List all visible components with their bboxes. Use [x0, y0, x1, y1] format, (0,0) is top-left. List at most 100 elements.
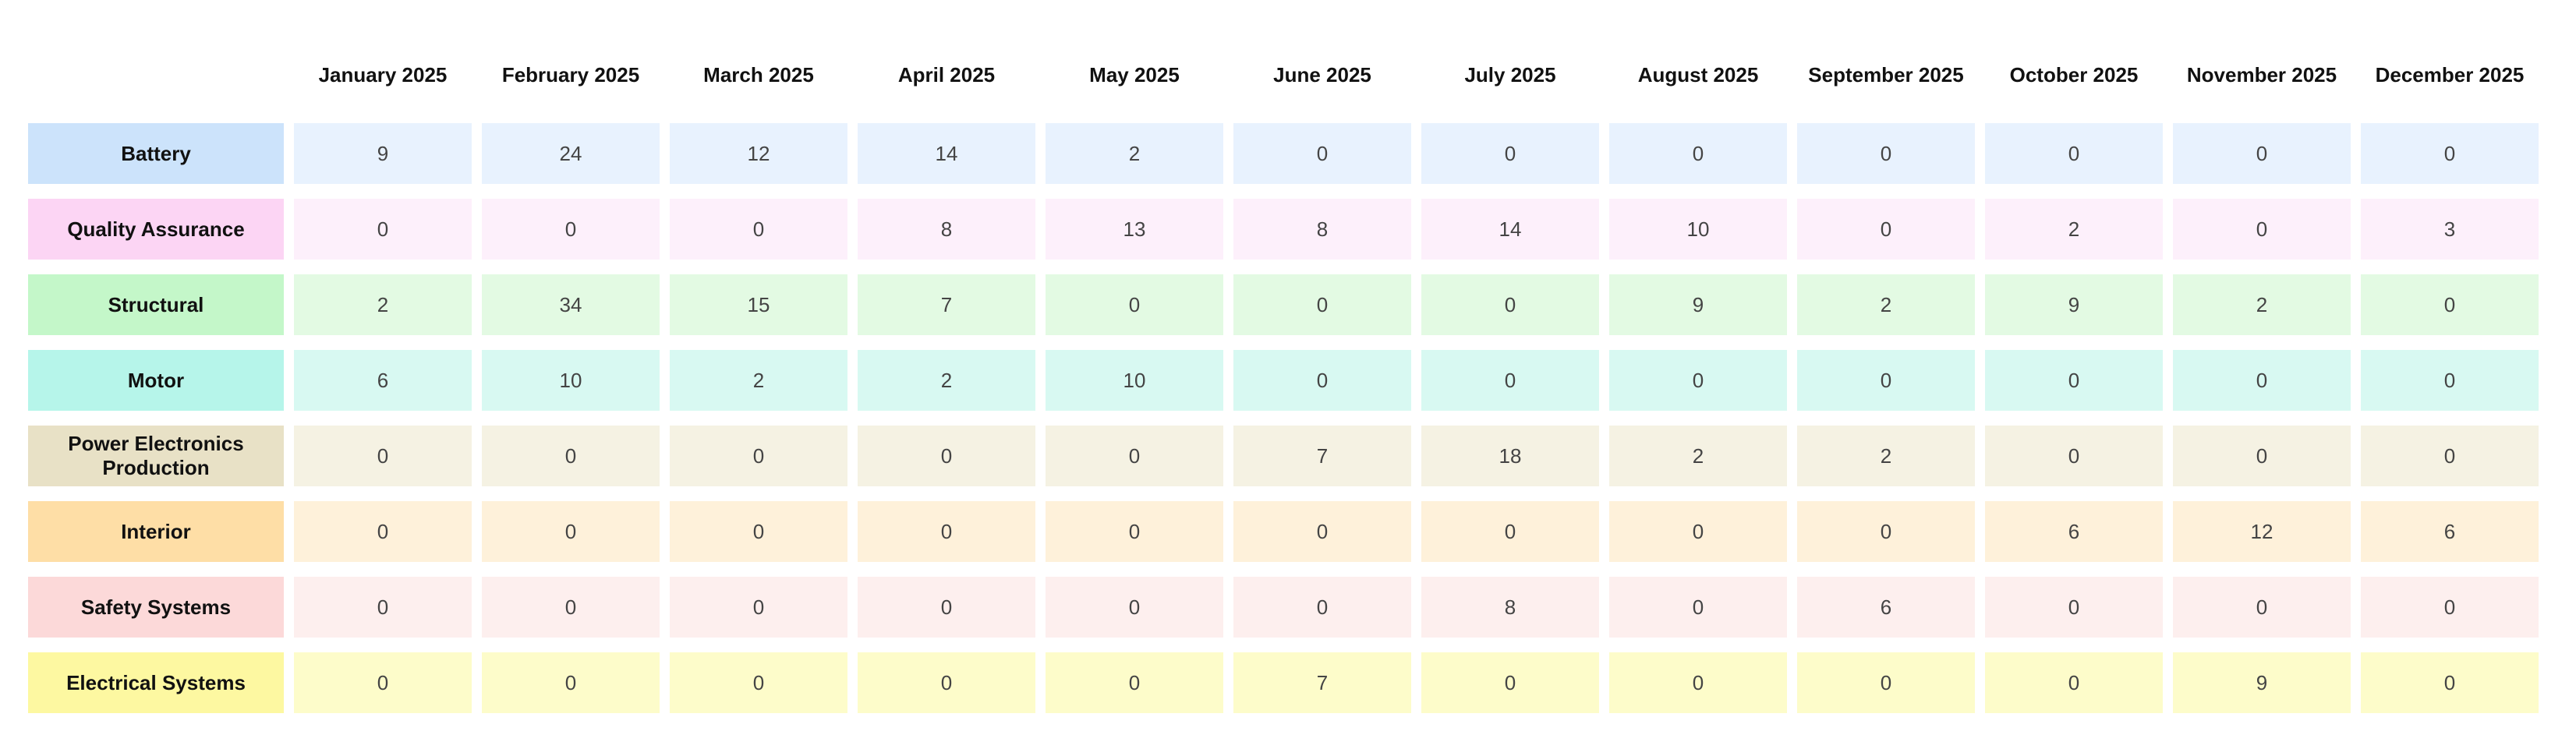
month-header: March 2025: [703, 63, 814, 87]
heatmap-cell: 7: [858, 274, 1035, 335]
month-header: October 2025: [2009, 63, 2139, 87]
heatmap-cell: 0: [1797, 652, 1975, 713]
heatmap-cell: 2: [858, 350, 1035, 411]
month-header: April 2025: [897, 63, 996, 87]
heatmap-cell: 6: [1797, 577, 1975, 638]
heatmap-cell: 0: [858, 577, 1035, 638]
heatmap-cell: 0: [2361, 577, 2539, 638]
heatmap-cell: 2: [1046, 123, 1223, 184]
heatmap-cell: 0: [482, 577, 660, 638]
heatmap-cell: 9: [2173, 652, 2351, 713]
heatmap-cell: 2: [1609, 426, 1787, 486]
heatmap-cell: 0: [2173, 199, 2351, 260]
heatmap-cell: 0: [1233, 577, 1411, 638]
row-label: Motor: [28, 350, 284, 411]
heatmap-cell: 0: [670, 501, 847, 562]
month-header: June 2025: [1273, 63, 1371, 87]
heatmap-cell: 0: [1421, 123, 1599, 184]
heatmap-cell: 0: [294, 577, 472, 638]
heatmap-cell: 24: [482, 123, 660, 184]
heatmap-cell: 0: [294, 426, 472, 486]
heatmap-cell: 0: [1985, 652, 2163, 713]
heatmap-cell: 13: [1046, 199, 1223, 260]
heatmap-cell: 2: [670, 350, 847, 411]
heatmap-cell: 3: [2361, 199, 2539, 260]
heatmap-cell: 0: [1609, 577, 1787, 638]
heatmap-cell: 8: [858, 199, 1035, 260]
heatmap-cell: 0: [294, 501, 472, 562]
heatmap-cell: 8: [1421, 577, 1599, 638]
heatmap-cell: 0: [1797, 199, 1975, 260]
heatmap-cell: 9: [1609, 274, 1787, 335]
heatmap-cell: 14: [858, 123, 1035, 184]
heatmap-cell: 0: [858, 501, 1035, 562]
heatmap-cell: 0: [670, 199, 847, 260]
heatmap-cell: 0: [1797, 350, 1975, 411]
heatmap-cell: 0: [670, 577, 847, 638]
heatmap-cell: 0: [670, 652, 847, 713]
heatmap-cell: 0: [1421, 274, 1599, 335]
heatmap-cell: 0: [2361, 123, 2539, 184]
heatmap-cell: 10: [482, 350, 660, 411]
heatmap-cell: 0: [1046, 274, 1223, 335]
heatmap-cell: 6: [1985, 501, 2163, 562]
heatmap-cell: 6: [2361, 501, 2539, 562]
heatmap-cell: 2: [1797, 426, 1975, 486]
heatmap-cell: 0: [1985, 123, 2163, 184]
heatmap-cell: 12: [670, 123, 847, 184]
heatmap-cell: 0: [2173, 123, 2351, 184]
heatmap-cell: 15: [670, 274, 847, 335]
heatmap-cell: 7: [1233, 652, 1411, 713]
row-label: Interior: [28, 501, 284, 562]
heatmap-cell: 0: [1985, 426, 2163, 486]
heatmap-cell: 0: [1233, 350, 1411, 411]
month-header: May 2025: [1089, 63, 1180, 87]
heatmap-cell: 9: [1985, 274, 2163, 335]
heatmap-cell: 0: [2361, 426, 2539, 486]
month-header: December 2025: [2375, 63, 2525, 87]
row-label: Battery: [28, 123, 284, 184]
heatmap-cell: 0: [294, 652, 472, 713]
heatmap-cell: 0: [670, 426, 847, 486]
heatmap-cell: 0: [2361, 274, 2539, 335]
heatmap-cell: 2: [2173, 274, 2351, 335]
heatmap-cell: 0: [1233, 501, 1411, 562]
heatmap-cell: 6: [294, 350, 472, 411]
heatmap-cell: 9: [294, 123, 472, 184]
heatmap-cell: 10: [1609, 199, 1787, 260]
heatmap-cell: 0: [1046, 501, 1223, 562]
heatmap-cell: 0: [2361, 350, 2539, 411]
heatmap-cell: 0: [1421, 350, 1599, 411]
heatmap-cell: 0: [1797, 123, 1975, 184]
heatmap-cell: 12: [2173, 501, 2351, 562]
heatmap-cell: 0: [1421, 501, 1599, 562]
month-header: September 2025: [1808, 63, 1964, 87]
heatmap-cell: 0: [1609, 652, 1787, 713]
heatmap-cell: 0: [482, 426, 660, 486]
heatmap-cell: 0: [2173, 350, 2351, 411]
month-header: February 2025: [501, 63, 640, 87]
heatmap-cell: 0: [2173, 426, 2351, 486]
heatmap-cell: 0: [1046, 652, 1223, 713]
row-label: Power Electronics Production: [28, 426, 284, 486]
heatmap-cell: 0: [1609, 501, 1787, 562]
heatmap-cell: 0: [1985, 350, 2163, 411]
heatmap-cell: 7: [1233, 426, 1411, 486]
month-header: November 2025: [2186, 63, 2337, 87]
row-label: Safety Systems: [28, 577, 284, 638]
heatmap-cell: 0: [482, 501, 660, 562]
heatmap-cell: 0: [482, 652, 660, 713]
heatmap-cell: 0: [2361, 652, 2539, 713]
heatmap-cell: 0: [1421, 652, 1599, 713]
heatmap-cell: 0: [858, 426, 1035, 486]
heatmap-cell: 0: [1233, 274, 1411, 335]
heatmap-cell: 10: [1046, 350, 1223, 411]
heatmap-cell: 0: [1609, 123, 1787, 184]
heatmap-cell: 18: [1421, 426, 1599, 486]
heatmap-cell: 0: [1797, 501, 1975, 562]
row-label: Electrical Systems: [28, 652, 284, 713]
row-label: Structural: [28, 274, 284, 335]
heatmap-cell: 0: [1985, 577, 2163, 638]
heatmap-cell: 0: [1609, 350, 1787, 411]
